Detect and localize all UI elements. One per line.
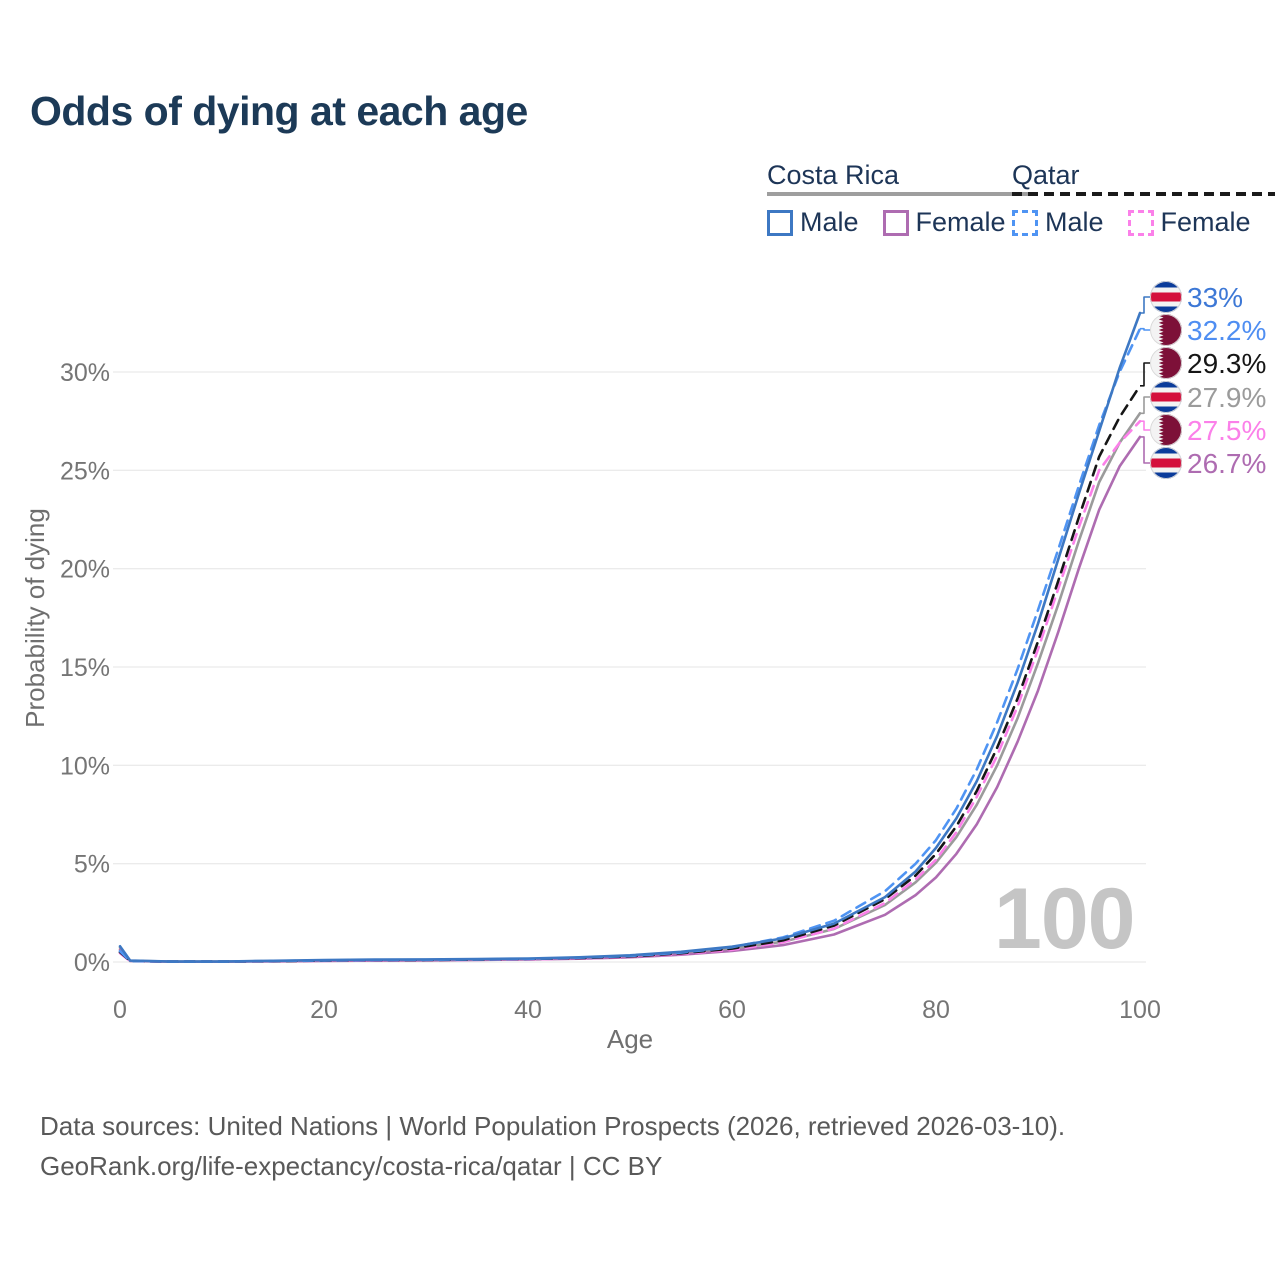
label-connector-qatar-both xyxy=(1140,362,1151,387)
series-line-qatar-female[interactable] xyxy=(118,419,1142,963)
series-line-costa-rica-both[interactable] xyxy=(118,412,1142,963)
costa-rica-flag-icon xyxy=(1150,447,1182,479)
legend-item-costa-rica-male[interactable]: Male xyxy=(767,207,859,238)
x-axis-title: Age xyxy=(607,1024,653,1054)
x-tick-label: 60 xyxy=(718,996,746,1024)
series-lines xyxy=(118,311,1142,963)
qatar-flag-icon xyxy=(1150,414,1182,446)
legend-item-label: Female xyxy=(1160,207,1251,237)
gridlines-and-ticks: 0% 5% 10% 15% 20% 25% 30% 0 20 40 60 80 100 xyxy=(60,359,1161,1024)
x-tick-label: 100 xyxy=(1119,996,1161,1024)
x-tick-label: 20 xyxy=(310,996,338,1024)
series-line-qatar-male[interactable] xyxy=(118,327,1142,963)
y-tick-label: 15% xyxy=(60,654,110,682)
legend-country-label: Costa Rica xyxy=(767,160,900,190)
legend-item-label: Female xyxy=(915,207,1006,237)
costa-rica-flag-icon xyxy=(1150,281,1182,313)
legend-item-qatar-female[interactable]: Female xyxy=(1127,207,1251,238)
legend-country-label: Qatar xyxy=(1012,160,1080,190)
label-connector-costa-rica-both xyxy=(1140,396,1151,415)
end-value-label-qatar-both: 29.3% xyxy=(1187,348,1266,379)
end-value-label-costa-rica-both: 27.9% xyxy=(1187,382,1266,413)
series-line-qatar-both[interactable] xyxy=(118,384,1142,963)
end-labels: 33%32.2%29.3%27.9%27.5%26.7% xyxy=(1140,281,1266,479)
legend-country-qatar[interactable]: Qatar xyxy=(1012,160,1275,196)
y-tick-label: 5% xyxy=(74,851,110,879)
end-value-label-qatar-male: 32.2% xyxy=(1187,315,1266,346)
series-line-costa-rica-male[interactable] xyxy=(118,311,1142,963)
label-connector-costa-rica-female xyxy=(1140,436,1151,464)
legend-line-sample-dashed xyxy=(1012,192,1275,196)
qatar-flag-icon xyxy=(1150,347,1182,379)
legend-swatch-qatar-male xyxy=(1012,209,1038,236)
age-watermark: 100 xyxy=(994,871,1135,967)
y-axis-title: Probability of dying xyxy=(20,508,50,728)
y-tick-label: 30% xyxy=(60,359,110,387)
legend-swatch-qatar-female xyxy=(1127,209,1154,236)
chart-title: Odds of dying at each age xyxy=(30,88,528,134)
legend-swatch-costa-rica-male xyxy=(767,209,793,236)
legend-group-qatar: Qatar Male Female xyxy=(1012,160,1275,238)
label-connector-costa-rica-male xyxy=(1140,296,1151,314)
end-value-label-costa-rica-female: 26.7% xyxy=(1187,448,1266,479)
qatar-flag-icon xyxy=(1150,314,1182,346)
costa-rica-flag-icon xyxy=(1150,381,1182,413)
data-source-line: Data sources: United Nations | World Pop… xyxy=(40,1111,1066,1141)
legend-group-costa-rica: Costa Rica Male Female xyxy=(767,160,1030,238)
label-connector-qatar-female xyxy=(1140,420,1151,431)
end-value-label-costa-rica-male: 33% xyxy=(1187,282,1243,313)
legend-item-costa-rica-female[interactable]: Female xyxy=(882,207,1006,238)
end-value-label-qatar-female: 27.5% xyxy=(1187,415,1266,446)
y-tick-label: 10% xyxy=(60,752,110,780)
footer: Data sources: United Nations | World Pop… xyxy=(40,1106,1065,1186)
legend-swatch-costa-rica-female xyxy=(882,209,909,236)
legend-item-qatar-male[interactable]: Male xyxy=(1012,207,1104,238)
y-tick-label: 25% xyxy=(60,457,110,485)
x-tick-label: 40 xyxy=(514,996,542,1024)
y-tick-label: 20% xyxy=(60,556,110,584)
series-line-costa-rica-female[interactable] xyxy=(118,435,1142,963)
legend-country-costa-rica[interactable]: Costa Rica xyxy=(767,160,1030,196)
y-tick-label: 0% xyxy=(74,949,110,977)
legend-item-label: Male xyxy=(1045,207,1104,237)
x-tick-label: 0 xyxy=(113,996,127,1024)
legend-item-label: Male xyxy=(800,207,859,237)
label-connector-qatar-male xyxy=(1140,327,1151,331)
x-tick-label: 80 xyxy=(922,996,950,1024)
legend-line-sample-solid xyxy=(767,192,1030,196)
attribution-line: GeoRank.org/life-expectancy/costa-rica/q… xyxy=(40,1151,663,1181)
